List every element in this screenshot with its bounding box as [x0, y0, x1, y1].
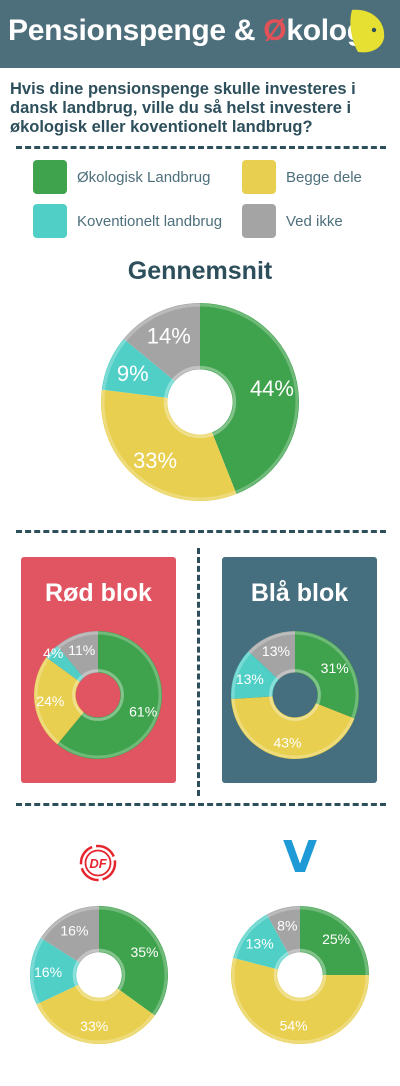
- df-logo-text: DF: [89, 856, 107, 871]
- label-begge: 33%: [80, 1018, 108, 1034]
- slice-koventionelt: [30, 938, 80, 1005]
- slice-begge: [33, 657, 84, 745]
- survey-question: Hvis dine pensionspenge skulle investere…: [10, 80, 356, 136]
- legend-swatch-begge: [242, 160, 276, 194]
- blaa-blok-title: Blå blok: [250, 579, 349, 607]
- legend-label: Koventionelt landbrug: [77, 212, 223, 230]
- donut-chart-df: 35% 33% 16% 16%: [30, 906, 168, 1044]
- label-koventionelt: 16%: [34, 964, 62, 980]
- label-koventionelt: 13%: [236, 671, 264, 687]
- label-koventionelt: 4%: [43, 645, 63, 661]
- yellow-leaf-logo-icon: [350, 9, 385, 53]
- slice-begge: [36, 984, 155, 1044]
- slice-oekologisk: [200, 303, 299, 495]
- slice-vedikke: [266, 906, 300, 956]
- legend-item-koventionelt: Koventionelt landbrug: [33, 204, 222, 238]
- header-bar: Pensionspenge & Økologi: [0, 0, 400, 68]
- donut-chart-gennemsnit: 44% 33% 9% 14%: [100, 303, 299, 501]
- donut-rim: [231, 631, 359, 759]
- venstre-party-logo-icon: V: [282, 832, 318, 883]
- donut-chart-roed-blok: 61% 24% 4% 11%: [33, 631, 162, 759]
- donut-chart-venstre: 25% 54% 13%8%: [231, 906, 369, 1044]
- label-vedikke: 13%: [262, 643, 290, 659]
- slice-vedikke: [57, 631, 98, 678]
- label-oekologisk: 44%: [250, 376, 294, 401]
- label-oekologisk: 31%: [321, 660, 349, 676]
- label-begge: 33%: [133, 448, 177, 473]
- page-title: Pensionspenge & Økologi: [8, 14, 373, 47]
- slice-oekologisk: [295, 631, 359, 719]
- donut-inner-rim: [72, 948, 126, 1002]
- slice-koventionelt: [101, 338, 175, 398]
- legend-swatch-vedikke: [242, 204, 276, 238]
- slice-begge: [231, 957, 369, 1044]
- donut-inner-rim: [163, 365, 237, 439]
- donut-rim: [101, 303, 299, 501]
- legend-label: Økologisk Landbrug: [77, 168, 211, 186]
- slice-begge: [231, 696, 355, 759]
- title-oe-letter: Ø: [263, 14, 287, 47]
- slice-oekologisk: [57, 631, 162, 759]
- slice-oekologisk: [99, 906, 168, 1016]
- label-begge: 54%: [280, 1018, 308, 1034]
- legend-item-vedikke: Ved ikke: [242, 204, 343, 238]
- donut-rim: [30, 906, 168, 1044]
- slice-oekologisk: [300, 906, 369, 975]
- slice-begge: [100, 389, 237, 501]
- slice-koventionelt: [233, 914, 290, 970]
- divider-middle-top: [16, 530, 386, 533]
- donut-rim: [231, 906, 369, 1044]
- legend-item-oekologisk: Økologisk Landbrug: [33, 160, 210, 194]
- divider-top: [16, 146, 386, 149]
- label-vedikke: 11%: [68, 642, 95, 658]
- label-oekologisk: 25%: [322, 931, 350, 947]
- slice-vedikke: [123, 303, 200, 382]
- donut-inner-rim: [72, 669, 124, 721]
- slice-koventionelt: [46, 645, 84, 682]
- donut-chart-blaa-blok: 31% 43% 13% 13%: [231, 631, 359, 759]
- gennemsnit-title: Gennemsnit: [127, 257, 273, 285]
- label-begge: 24%: [36, 693, 64, 709]
- donut-inner-rim: [273, 948, 327, 1002]
- label-koventionelt: 13%: [246, 936, 274, 952]
- legend-label: Ved ikke: [286, 212, 343, 230]
- label-oekologisk: 35%: [130, 944, 158, 960]
- divider-middle-bottom: [16, 803, 386, 806]
- legend-swatch-koventionelt: [33, 204, 67, 238]
- legend-item-begge: Begge dele: [242, 160, 362, 194]
- label-vedikke: 16%: [60, 922, 88, 938]
- slice-vedikke: [40, 906, 99, 963]
- label-vedikke: 14%: [147, 324, 191, 349]
- label-vedikke: 8%: [277, 918, 297, 934]
- donut-inner-rim: [269, 669, 321, 721]
- label-begge: 43%: [273, 734, 301, 750]
- label-oekologisk: 61%: [129, 703, 157, 719]
- legend-label: Begge dele: [286, 168, 362, 186]
- df-party-logo-icon: DF: [79, 844, 117, 882]
- donut-rim: [34, 631, 162, 759]
- slice-koventionelt: [231, 651, 279, 700]
- roed-blok-title: Rød blok: [45, 579, 152, 607]
- label-koventionelt: 9%: [117, 361, 149, 386]
- slice-vedikke: [248, 631, 295, 680]
- divider-vertical: [197, 548, 200, 796]
- legend-swatch-oekologisk: [33, 160, 67, 194]
